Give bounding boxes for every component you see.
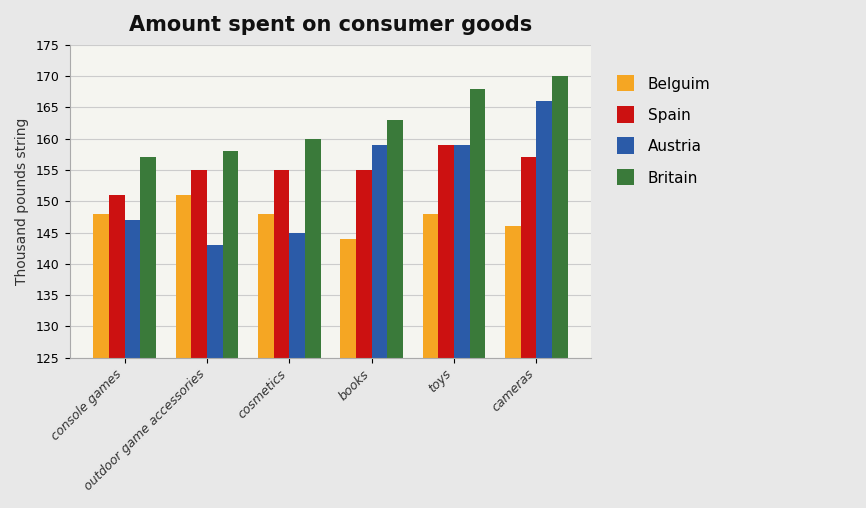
Bar bbox=[125, 220, 140, 358]
Bar bbox=[305, 139, 320, 358]
Bar bbox=[223, 151, 238, 358]
Bar bbox=[340, 239, 356, 358]
Bar bbox=[469, 89, 485, 358]
Bar bbox=[536, 101, 553, 358]
Bar bbox=[140, 157, 156, 358]
Bar bbox=[505, 226, 520, 358]
Bar bbox=[520, 157, 536, 358]
Title: Amount spent on consumer goods: Amount spent on consumer goods bbox=[129, 15, 532, 35]
Bar bbox=[94, 214, 109, 358]
Bar bbox=[372, 145, 387, 358]
Y-axis label: Thousand pounds string: Thousand pounds string bbox=[15, 117, 29, 285]
Bar bbox=[553, 76, 568, 358]
Bar bbox=[191, 170, 207, 358]
Legend: Belguim, Spain, Austria, Britain: Belguim, Spain, Austria, Britain bbox=[610, 68, 718, 193]
Bar bbox=[207, 245, 223, 358]
Bar bbox=[258, 214, 274, 358]
Bar bbox=[454, 145, 469, 358]
Bar bbox=[274, 170, 289, 358]
Bar bbox=[289, 233, 305, 358]
Bar bbox=[109, 195, 125, 358]
Bar bbox=[176, 195, 191, 358]
Bar bbox=[423, 214, 438, 358]
Bar bbox=[356, 170, 372, 358]
Bar bbox=[387, 120, 403, 358]
Bar bbox=[438, 145, 454, 358]
